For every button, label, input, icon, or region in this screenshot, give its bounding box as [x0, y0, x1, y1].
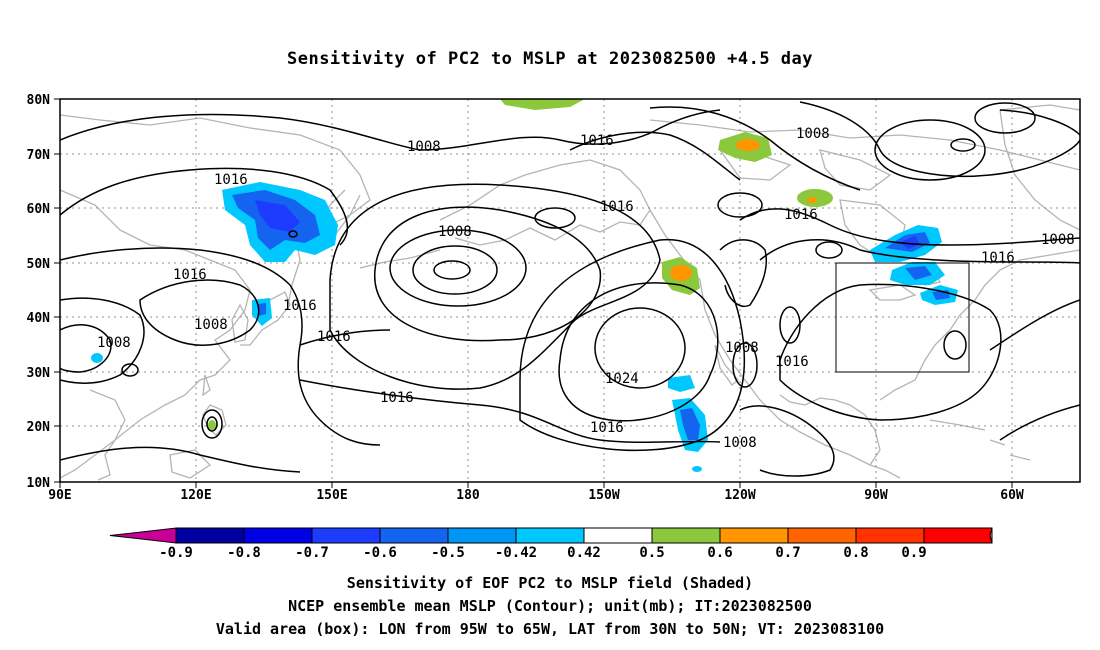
contour-label: 1008 [407, 139, 441, 155]
shade-blob-epac-2-core [680, 408, 700, 440]
lat-label: 70N [27, 148, 51, 163]
caption-shading: Sensitivity of EOF PC2 to MSLP field (Sh… [346, 574, 754, 592]
shade-blob-philippines [208, 420, 216, 430]
colorbar-swatch [175, 527, 245, 544]
lat-label: 50N [27, 257, 51, 272]
lon-label: 60W [1000, 488, 1024, 503]
lat-label: 20N [27, 420, 51, 435]
colorbar-swatch [855, 527, 925, 544]
latitude-labels: 80N 70N 60N 50N 40N 30N 20N 10N [27, 93, 51, 491]
tick-marks [54, 98, 1013, 488]
longitude-labels: 90E 120E 150E 180 150W 120W 90W 60W [48, 488, 1024, 503]
shade-blob-china [91, 353, 103, 363]
lon-label: 120E [180, 488, 211, 503]
shade-blob-epac-3 [692, 466, 702, 472]
contour-labels: 1008 1016 1008 1016 1016 1008 1016 1008 … [97, 126, 1075, 451]
map-title: Sensitivity of PC2 to MSLP at 2023082500… [286, 49, 813, 69]
colorbar-label: 0.7 [775, 545, 800, 561]
contour-label: 1024 [605, 371, 639, 387]
colorbar-swatch [651, 527, 721, 544]
colorbar-swatch [515, 527, 585, 544]
shade-blob-goa-core [670, 265, 692, 281]
lat-label: 30N [27, 366, 51, 381]
colorbar-swatch [447, 527, 517, 544]
contour-label: 1016 [600, 199, 634, 215]
valid-area-box [835, 262, 970, 373]
contour-label: 1016 [173, 267, 207, 283]
colorbar [109, 527, 993, 544]
contour-label: 1016 [580, 133, 614, 149]
lon-label: 90W [864, 488, 888, 503]
colorbar-label: -0.42 [495, 545, 537, 561]
lat-label: 60N [27, 202, 51, 217]
colorbar-swatch [311, 527, 381, 544]
contour-label: 1008 [97, 335, 131, 351]
colorbar-labels: -0.9 -0.8 -0.7 -0.6 -0.5 -0.42 0.42 0.5 … [159, 545, 927, 561]
colorbar-label: 0.5 [639, 545, 664, 561]
colorbar-swatch [787, 527, 857, 544]
colorbar-label: 0.9 [901, 545, 926, 561]
colorbar-label: -0.7 [295, 545, 329, 561]
colorbar-swatch [719, 527, 789, 544]
colorbar-swatch [923, 527, 993, 544]
shade-blob-arctic [500, 99, 585, 110]
colorbar-swatch [583, 527, 653, 544]
colorbar-label: -0.6 [363, 545, 397, 561]
contour-label: 1008 [438, 224, 472, 240]
coastlines [60, 104, 1080, 481]
colorbar-swatch [243, 527, 313, 544]
contour-label: 1016 [380, 390, 414, 406]
colorbar-right-arrow [989, 527, 993, 544]
shade-blob-epac-1 [668, 375, 695, 392]
shade-blob-ne-us-core [905, 266, 932, 280]
contour-label: 1008 [796, 126, 830, 142]
lon-label: 180 [456, 488, 480, 503]
lon-label: 120W [724, 488, 755, 503]
map-frame [59, 98, 1081, 483]
contour-label: 1016 [317, 329, 351, 345]
sensitivity-shading [91, 99, 958, 472]
contour-label: 1016 [784, 207, 818, 223]
colorbar-label: 0.42 [567, 545, 601, 561]
caption-valid-area: Valid area (box): LON from 95W to 65W, L… [215, 620, 885, 638]
colorbar-label: -0.8 [227, 545, 261, 561]
colorbar-label: 0.6 [707, 545, 732, 561]
lat-label: 80N [27, 93, 51, 108]
contour-label: 1008 [194, 317, 228, 333]
contour-label: 1008 [1041, 232, 1075, 248]
colorbar-swatch [379, 527, 449, 544]
lon-label: 150E [316, 488, 347, 503]
mslp-contours [60, 101, 1080, 477]
contour-label: 1016 [283, 298, 317, 314]
contour-label: 1016 [981, 250, 1015, 266]
shade-blob-quebec-inner [900, 236, 920, 249]
contour-label: 1008 [725, 340, 759, 356]
lon-label: 150W [588, 488, 619, 503]
colorbar-left-arrow [109, 527, 177, 544]
shade-blob-hudson-core [807, 197, 817, 203]
lon-label: 90E [48, 488, 71, 503]
lat-label: 40N [27, 311, 51, 326]
contour-label: 1016 [214, 172, 248, 188]
colorbar-label: -0.9 [159, 545, 193, 561]
contour-label: 1016 [775, 354, 809, 370]
lat-label: 10N [27, 476, 51, 491]
caption-contours: NCEP ensemble mean MSLP (Contour); unit(… [288, 597, 812, 615]
contour-label: 1016 [590, 420, 624, 436]
shade-blob-okhotsk-inner [255, 200, 300, 232]
colorbar-label: 0.8 [843, 545, 868, 561]
shade-blob-beaufort-core [736, 139, 760, 151]
contour-label: 1008 [723, 435, 757, 451]
colorbar-label: -0.5 [431, 545, 465, 561]
